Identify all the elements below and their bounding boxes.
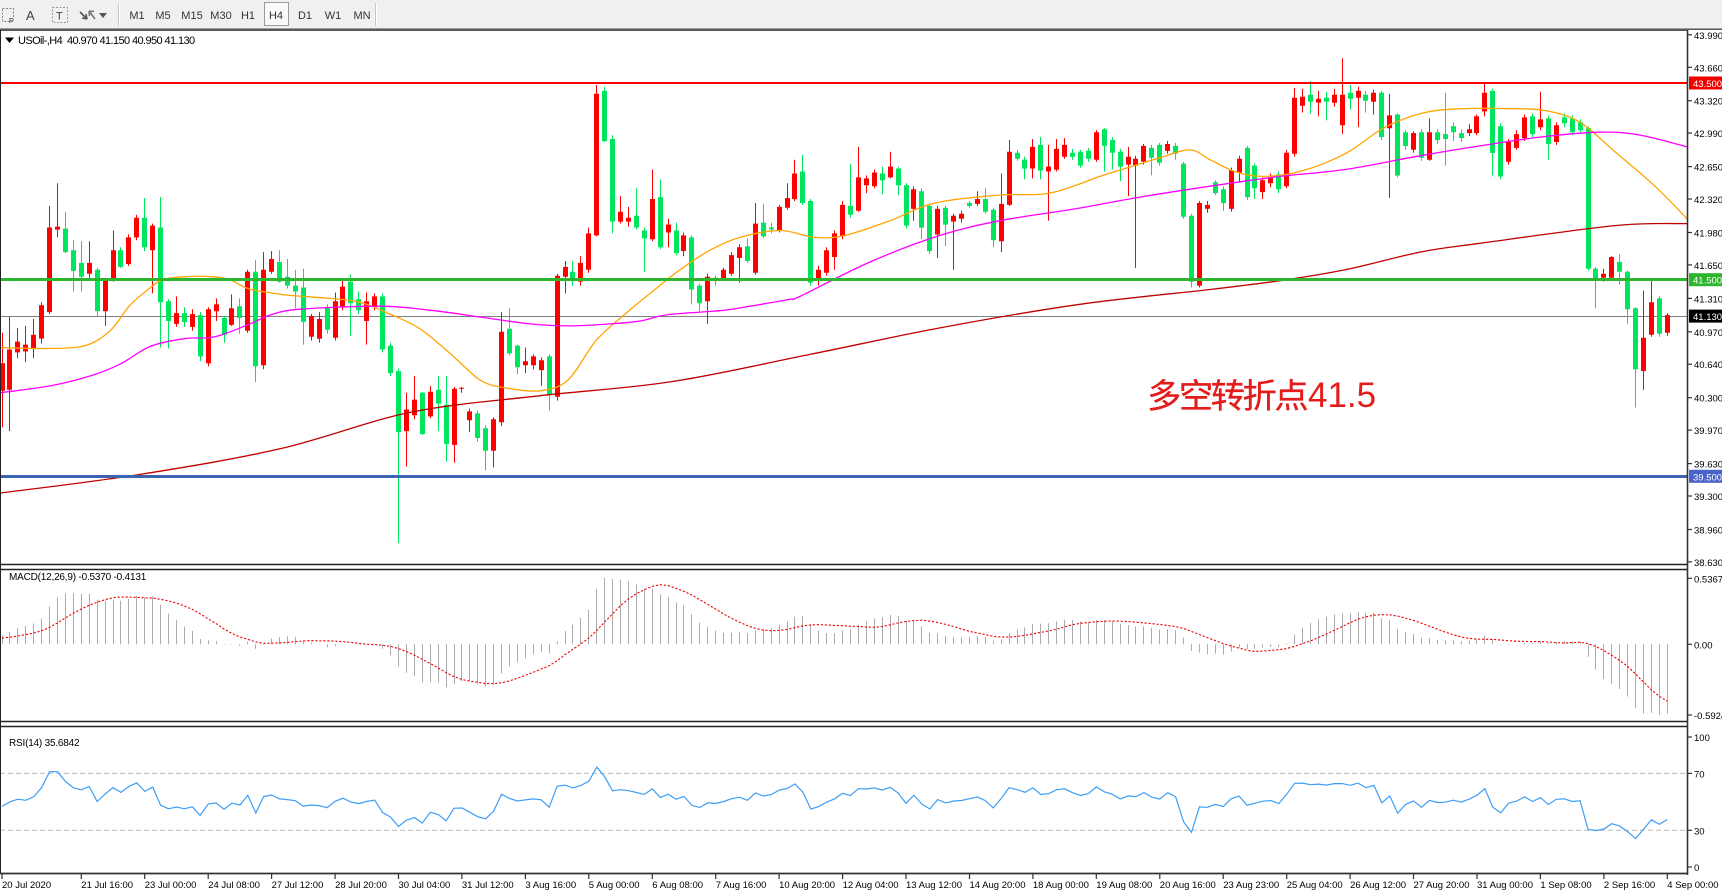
svg-text:H4: H4 xyxy=(269,10,283,22)
svg-text:14 Aug 20:00: 14 Aug 20:00 xyxy=(970,880,1026,891)
svg-text:43.990: 43.990 xyxy=(1694,31,1722,42)
svg-text:41.980: 41.980 xyxy=(1694,229,1722,240)
svg-text:H1: H1 xyxy=(241,10,255,22)
svg-text:41.650: 41.650 xyxy=(1694,261,1722,272)
svg-text:41.130: 41.130 xyxy=(1693,312,1722,323)
svg-text:23 Jul 00:00: 23 Jul 00:00 xyxy=(145,880,197,891)
svg-text:0: 0 xyxy=(1694,863,1699,874)
svg-text:100: 100 xyxy=(1694,733,1710,744)
svg-text:39.630: 39.630 xyxy=(1694,460,1722,471)
svg-text:27 Jul 12:00: 27 Jul 12:00 xyxy=(272,880,324,891)
svg-text:RSI(14) 35.6842: RSI(14) 35.6842 xyxy=(9,738,80,749)
svg-text:39.300: 39.300 xyxy=(1694,492,1722,503)
svg-text:13 Aug 12:00: 13 Aug 12:00 xyxy=(906,880,962,891)
svg-text:43.660: 43.660 xyxy=(1694,63,1722,74)
svg-text:F: F xyxy=(9,18,13,25)
svg-text:M15: M15 xyxy=(181,10,202,22)
svg-text:M30: M30 xyxy=(210,10,231,22)
svg-text:20 Aug 16:00: 20 Aug 16:00 xyxy=(1160,880,1216,891)
svg-text:39.500: 39.500 xyxy=(1693,472,1722,483)
svg-text:10 Aug 20:00: 10 Aug 20:00 xyxy=(779,880,835,891)
svg-text:28 Jul 20:00: 28 Jul 20:00 xyxy=(335,880,387,891)
svg-text:M1: M1 xyxy=(129,10,144,22)
svg-text:31 Jul 12:00: 31 Jul 12:00 xyxy=(462,880,514,891)
svg-text:4 Sep 00:00: 4 Sep 00:00 xyxy=(1667,880,1718,891)
svg-text:7 Aug 16:00: 7 Aug 16:00 xyxy=(716,880,767,891)
svg-text:21 Jul 16:00: 21 Jul 16:00 xyxy=(81,880,133,891)
svg-text:42.320: 42.320 xyxy=(1694,195,1722,206)
svg-text:30 Jul 04:00: 30 Jul 04:00 xyxy=(399,880,451,891)
svg-text:40.970: 40.970 xyxy=(1694,328,1722,339)
svg-text:MACD(12,26,9) -0.5370 -0.4131: MACD(12,26,9) -0.5370 -0.4131 xyxy=(9,572,147,583)
svg-text:38.630: 38.630 xyxy=(1694,558,1722,569)
svg-text:25 Aug 04:00: 25 Aug 04:00 xyxy=(1287,880,1343,891)
svg-text:A: A xyxy=(26,8,35,23)
svg-text:6 Aug 08:00: 6 Aug 08:00 xyxy=(652,880,703,891)
svg-text:30: 30 xyxy=(1694,826,1705,837)
svg-text:70: 70 xyxy=(1694,769,1705,780)
svg-text:43.320: 43.320 xyxy=(1694,97,1722,108)
svg-text:1 Sep 08:00: 1 Sep 08:00 xyxy=(1540,880,1591,891)
svg-text:12 Aug 04:00: 12 Aug 04:00 xyxy=(843,880,899,891)
svg-text:41.310: 41.310 xyxy=(1694,294,1722,305)
svg-text:38.960: 38.960 xyxy=(1694,526,1722,537)
svg-text:42.990: 42.990 xyxy=(1694,129,1722,140)
svg-text:24 Jul 08:00: 24 Jul 08:00 xyxy=(208,880,260,891)
svg-text:D1: D1 xyxy=(298,10,312,22)
svg-text:19 Aug 08:00: 19 Aug 08:00 xyxy=(1096,880,1152,891)
svg-text:2 Sep 16:00: 2 Sep 16:00 xyxy=(1604,880,1655,891)
svg-text:41.500: 41.500 xyxy=(1693,276,1722,287)
svg-text:MN: MN xyxy=(353,10,370,22)
svg-text:M5: M5 xyxy=(155,10,170,22)
svg-text:W1: W1 xyxy=(325,10,342,22)
svg-text:27 Aug 20:00: 27 Aug 20:00 xyxy=(1414,880,1470,891)
svg-text:43.500: 43.500 xyxy=(1693,79,1722,90)
svg-text:20 Jul 2020: 20 Jul 2020 xyxy=(2,880,51,891)
svg-text:40.300: 40.300 xyxy=(1694,394,1722,405)
svg-text:3 Aug 16:00: 3 Aug 16:00 xyxy=(525,880,576,891)
svg-text:USOil-,H4 40.970 41.150 40.95: USOil-,H4 40.970 41.150 40.950 41.130 xyxy=(18,35,195,47)
svg-text:40.640: 40.640 xyxy=(1694,360,1722,371)
svg-text:0.00: 0.00 xyxy=(1694,640,1713,651)
svg-text:0.5367: 0.5367 xyxy=(1694,574,1722,585)
svg-text:41.5: 41.5 xyxy=(1308,376,1376,415)
svg-text:39.970: 39.970 xyxy=(1694,426,1722,437)
svg-text:26 Aug 12:00: 26 Aug 12:00 xyxy=(1350,880,1406,891)
svg-text:42.650: 42.650 xyxy=(1694,163,1722,174)
svg-text:31 Aug 00:00: 31 Aug 00:00 xyxy=(1477,880,1533,891)
svg-text:-0.5924: -0.5924 xyxy=(1694,711,1722,722)
svg-text:18 Aug 00:00: 18 Aug 00:00 xyxy=(1033,880,1089,891)
svg-text:5 Aug 00:00: 5 Aug 00:00 xyxy=(589,880,640,891)
svg-text:23 Aug 23:00: 23 Aug 23:00 xyxy=(1223,880,1279,891)
svg-text:T: T xyxy=(56,11,63,23)
